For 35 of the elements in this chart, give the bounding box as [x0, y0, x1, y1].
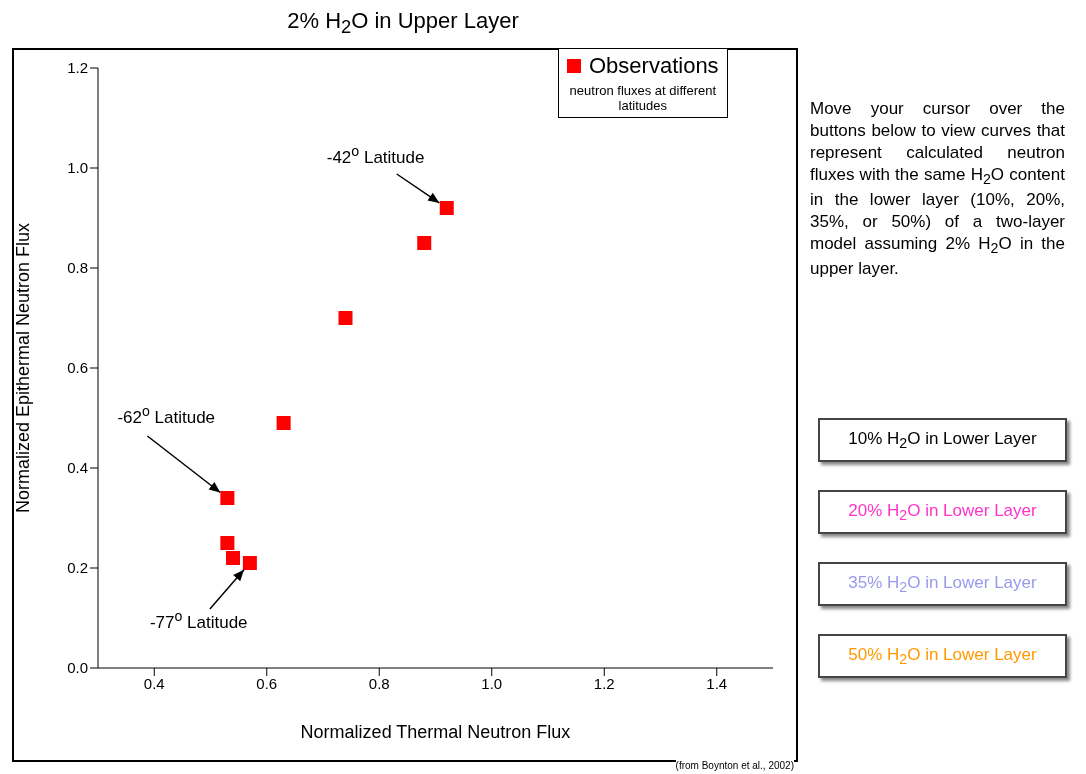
y-tick-label: 0.4 — [67, 459, 88, 477]
point — [439, 201, 454, 215]
x-tick-label: 1.2 — [593, 674, 615, 692]
annotation: -77$^{o}$ Latitude — [149, 608, 248, 632]
text: (from Boynton et al., 2002) — [675, 760, 794, 771]
button: 35% H$_{2}$O in Lower Layer — [818, 562, 1067, 606]
point — [338, 311, 353, 325]
point — [276, 416, 291, 430]
annotation: -62$^{o}$ Latitude — [117, 403, 216, 427]
point — [220, 491, 235, 505]
y-tick-label: 0.8 — [67, 259, 88, 277]
x-axis-title: Normalized Thermal Neutron Flux — [300, 722, 571, 742]
y-tick-label: 0.0 — [67, 659, 88, 677]
x-tick-label: 0.4 — [143, 674, 165, 692]
point — [226, 551, 240, 565]
point — [220, 536, 235, 550]
annotation: -42$^{o}$ Latitude — [326, 143, 425, 167]
point — [242, 556, 257, 570]
x-tick-label: 1.4 — [706, 674, 728, 692]
text: Move your cursor over the buttons below to view curves that represent calculated neutron fluxes with the same H$_{2}$O content in the lower layer (10%, 20%, 35%, or 50%) of a two-layer model assuming 2% H$_{2}$O in the upper layer. — [810, 99, 1066, 279]
y-axis-title: Normalized Epithermal Neutron Flux — [13, 222, 34, 514]
y-tick-label: 0.6 — [67, 359, 88, 377]
annotation: neutron fluxes at different latitudes — [568, 83, 718, 113]
legend-label: Observations — [588, 53, 719, 79]
button: 50% H$_{2}$O in Lower Layer — [818, 634, 1067, 678]
x-tick-label: 0.8 — [368, 674, 390, 692]
button: 20% H$_{2}$O in Lower Layer — [818, 490, 1067, 534]
chart-title: 2% H$_{2}$O in Upper Layer — [287, 8, 519, 38]
button: 10% H$_{2}$O in Lower Layer — [818, 418, 1067, 462]
point — [417, 236, 432, 250]
x-tick-label: 1.0 — [481, 674, 503, 692]
y-tick-label: 0.2 — [67, 559, 88, 577]
x-tick-label: 0.6 — [256, 674, 278, 692]
y-tick-label: 1.2 — [67, 59, 88, 77]
y-tick-label: 1.0 — [67, 159, 88, 177]
